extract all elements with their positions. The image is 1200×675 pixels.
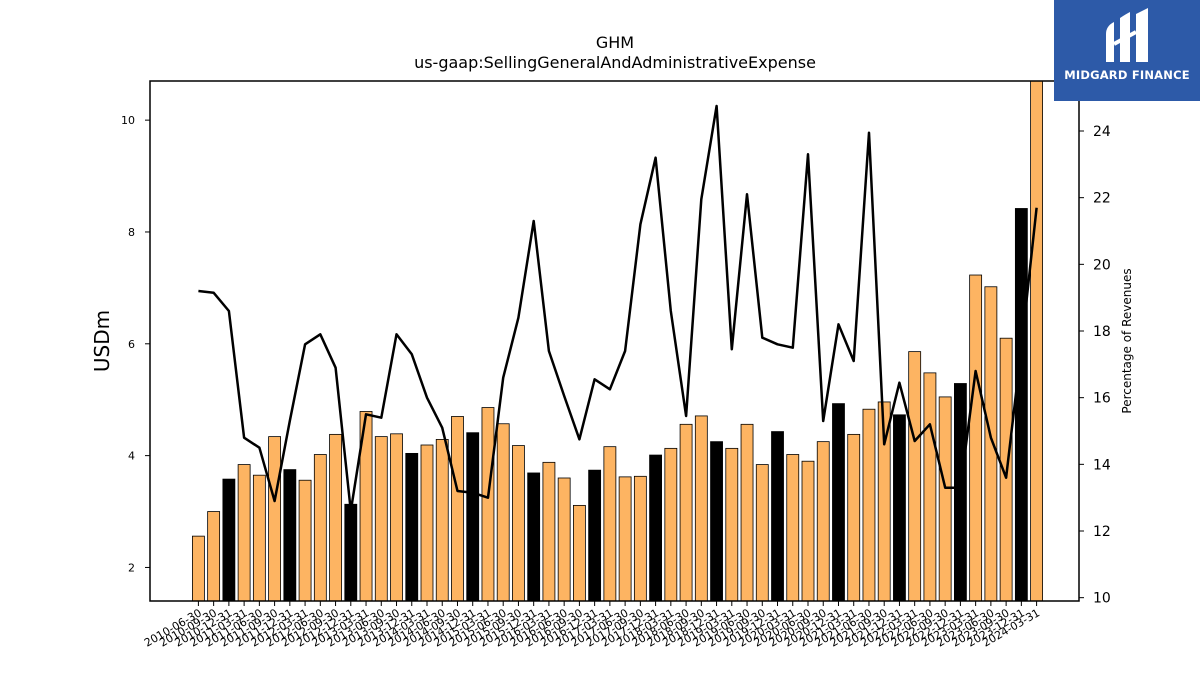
logo-text: MIDGARD FINANCE — [1064, 68, 1190, 82]
bar-2018-06-30 — [679, 423, 693, 602]
bar-2020-12-31 — [832, 403, 845, 602]
chart-title: GHM — [596, 33, 634, 52]
bar-2015-12-31 — [527, 472, 541, 602]
y-tick-label: 2 — [128, 561, 135, 574]
bar-2019-03-31 — [725, 447, 739, 602]
bar-2015-06-30 — [496, 423, 510, 602]
y-tick-label: 4 — [128, 450, 135, 463]
bar-2019-09-30 — [755, 464, 769, 602]
bar-2012-09-30 — [329, 433, 342, 602]
bar-2017-12-31 — [649, 454, 662, 602]
y2-tick-label: 24 — [1093, 124, 1111, 140]
bar-2015-09-30 — [512, 445, 525, 602]
bar-2017-06-30 — [618, 476, 632, 602]
y-tick-label: 10 — [121, 114, 135, 127]
chart-subtitle: us-gaap:SellingGeneralAndAdministrativeE… — [414, 53, 816, 72]
bar-2022-06-30 — [923, 372, 937, 602]
y2-tick-label: 10 — [1093, 591, 1111, 607]
bar-2012-06-30 — [313, 454, 327, 602]
bar-2024-03-31 — [1030, 80, 1043, 602]
bar-2020-06-30 — [801, 460, 815, 602]
bar-2019-06-30 — [740, 423, 754, 602]
bar-2011-03-31 — [237, 464, 251, 602]
bar-2023-12-31 — [1014, 208, 1028, 602]
bar-2011-12-31 — [283, 469, 297, 602]
line-series — [198, 104, 1038, 513]
bar-2020-09-30 — [816, 441, 830, 602]
bar-2016-09-30 — [573, 504, 586, 602]
bar-2016-03-31 — [542, 461, 556, 602]
bar-2016-06-30 — [557, 477, 571, 602]
bar-2011-09-30 — [268, 436, 282, 602]
y-tick-label: 8 — [128, 226, 135, 239]
bar-2012-03-31 — [298, 479, 312, 602]
bar-2018-03-31 — [664, 447, 678, 602]
bar-2010-06-30 — [191, 535, 205, 602]
revenue-percentage-line — [198, 104, 1038, 513]
bar-2013-06-30 — [374, 436, 388, 602]
bar-2015-03-31 — [481, 407, 495, 602]
bar-2018-12-31 — [710, 441, 723, 602]
x-axis: 2010-06-302010-09-302010-12-312011-03-31… — [142, 601, 1042, 650]
bar-2010-12-31 — [222, 478, 236, 602]
bar-2021-03-31 — [847, 433, 861, 602]
y2-tick-label: 18 — [1093, 324, 1111, 340]
y2-axis-label: Percentage of Revenues — [1120, 268, 1134, 413]
midgard-logo-icon — [1106, 8, 1148, 62]
bar-2022-09-30 — [938, 396, 952, 602]
bar-2022-12-31 — [954, 383, 967, 602]
bar-series — [191, 80, 1043, 602]
bar-2010-09-30 — [207, 511, 221, 602]
bar-2014-06-30 — [435, 439, 449, 602]
y2-tick-label: 22 — [1093, 191, 1111, 207]
bar-2018-09-30 — [694, 415, 708, 602]
bar-2021-12-31 — [893, 414, 906, 602]
bar-2013-12-31 — [405, 452, 419, 602]
y2-tick-label: 16 — [1093, 391, 1111, 407]
bar-2020-03-31 — [786, 454, 800, 602]
bar-2012-12-31 — [344, 503, 358, 602]
y-axis-label: USDm — [90, 310, 114, 372]
bar-2014-12-31 — [466, 432, 480, 602]
bar-2017-09-30 — [633, 475, 647, 602]
y-tick-label: 6 — [128, 338, 135, 351]
y2-tick-label: 14 — [1093, 457, 1111, 473]
bar-2016-12-31 — [588, 469, 602, 602]
bar-2014-09-30 — [451, 416, 464, 602]
bar-2019-12-31 — [771, 431, 784, 602]
y2-tick-label: 12 — [1093, 524, 1111, 540]
bar-2011-06-30 — [252, 474, 266, 602]
bar-2022-03-31 — [908, 351, 922, 602]
bar-2021-06-30 — [862, 408, 876, 602]
bar-2014-03-31 — [420, 444, 434, 602]
midgard-logo: MIDGARD FINANCE — [1054, 0, 1200, 101]
left-axis: 2 4 6 8 10 — [121, 114, 150, 574]
bar-2017-03-31 — [603, 446, 617, 602]
bar-2023-03-31 — [969, 274, 983, 602]
plot-frame — [149, 80, 1080, 602]
right-axis: 10 12 14 16 18 20 22 24 — [1079, 124, 1111, 607]
y2-tick-label: 20 — [1093, 257, 1111, 273]
bar-2023-06-30 — [984, 286, 998, 602]
bar-2013-09-30 — [390, 433, 403, 602]
